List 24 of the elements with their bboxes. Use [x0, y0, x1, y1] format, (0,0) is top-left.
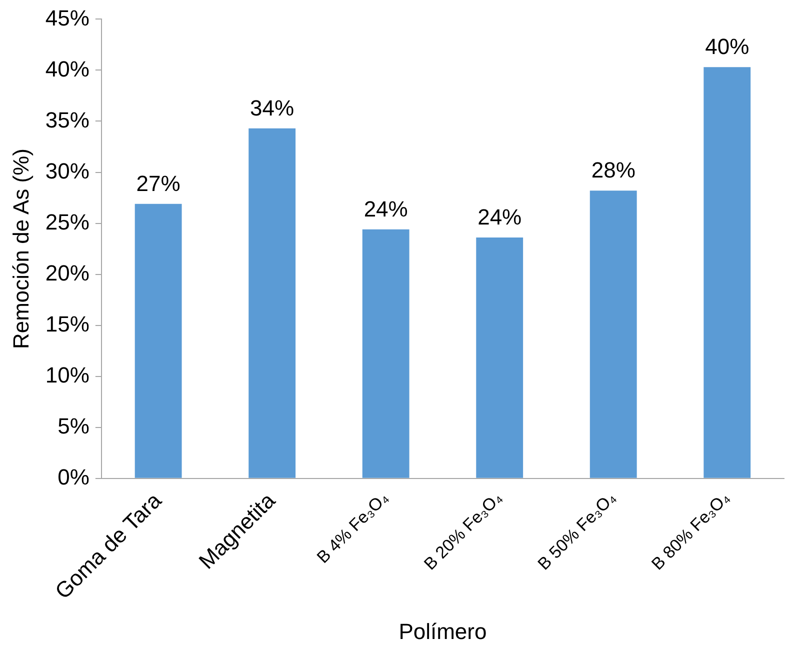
y-tick-label: 35%: [45, 107, 90, 132]
x-axis-title: Polímero: [398, 618, 487, 644]
y-tick-label: 0%: [58, 464, 90, 490]
bar: [362, 229, 410, 478]
y-tick-label: 20%: [45, 260, 90, 286]
data-label: 24%: [478, 204, 522, 230]
y-tick-label: 45%: [45, 5, 90, 30]
y-tick-label: 10%: [45, 362, 90, 388]
bar: [704, 67, 751, 478]
data-label: 27%: [136, 170, 180, 196]
y-tick-label: 25%: [45, 209, 90, 234]
y-tick-label: 30%: [45, 158, 90, 184]
bar: [590, 190, 637, 478]
bar: [476, 238, 524, 478]
y-tick-label: 5%: [58, 413, 90, 438]
data-label: 24%: [364, 196, 408, 222]
data-label: 40%: [705, 34, 750, 60]
data-label: 28%: [591, 158, 636, 183]
y-axis-title: Remoción de As (%): [8, 148, 34, 350]
bar: [134, 204, 182, 478]
bar: [248, 128, 296, 478]
y-tick-label: 15%: [45, 311, 90, 336]
data-label: 34%: [250, 95, 294, 120]
y-tick-label: 40%: [45, 56, 90, 82]
